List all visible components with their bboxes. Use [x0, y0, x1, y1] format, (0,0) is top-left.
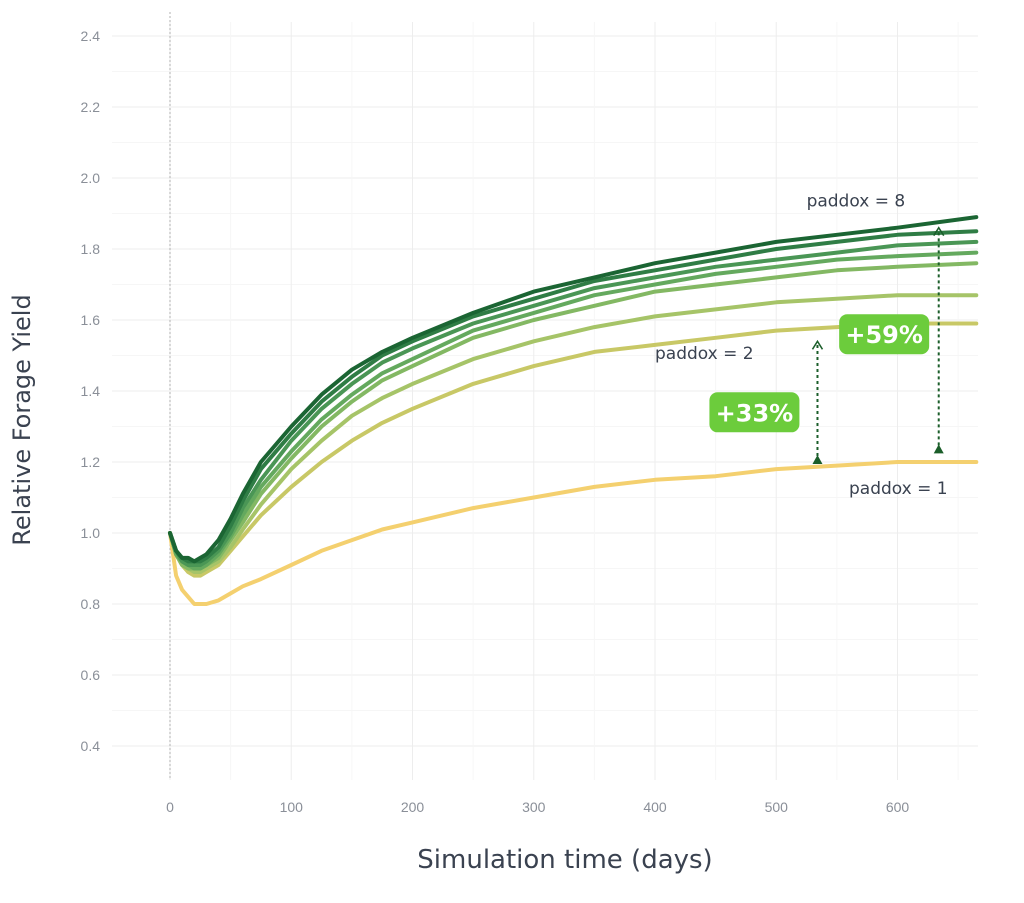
series-line	[168, 460, 979, 606]
series-line	[168, 250, 979, 571]
series-line	[168, 215, 979, 564]
y-tick-label: 1.4	[81, 383, 101, 399]
line-annotation: paddox = 8	[807, 191, 906, 211]
x-tick-labels: 0 100 200 300 400 500 600	[166, 799, 909, 815]
line-annotations: paddox = 8 paddox = 2 paddox = 1	[655, 191, 948, 499]
y-tick-label: 2.2	[81, 99, 101, 115]
y-tick-label: 1.0	[81, 525, 101, 541]
series-line	[168, 239, 979, 567]
y-tick-label: 2.4	[81, 28, 101, 44]
y-tick-label: 0.6	[81, 667, 101, 683]
x-tick-label: 500	[765, 799, 789, 815]
series-lines	[168, 215, 979, 606]
arrow-head	[933, 226, 945, 237]
y-tick-label: 1.8	[81, 241, 101, 257]
series-line	[168, 321, 979, 578]
x-tick-label: 200	[401, 799, 425, 815]
percentage-badges: +33% +59%	[709, 314, 930, 433]
percent-badge-label: +59%	[845, 321, 923, 349]
grid-lines	[112, 22, 978, 780]
arrow-base-marker	[933, 444, 944, 454]
line-annotation: paddox = 1	[849, 479, 948, 499]
difference-arrows	[811, 226, 945, 464]
arrow-head	[811, 339, 824, 350]
x-tick-label: 400	[643, 799, 667, 815]
percent-badge	[839, 314, 930, 355]
x-axis-title: Simulation time (days)	[417, 845, 712, 875]
x-tick-label: 300	[522, 799, 546, 815]
percent-badge	[709, 392, 800, 433]
y-tick-label: 0.8	[81, 596, 101, 612]
series-line	[168, 293, 979, 574]
x-tick-label: 100	[280, 799, 304, 815]
y-tick-label: 0.4	[81, 738, 101, 754]
y-tick-label: 1.2	[81, 454, 101, 470]
x-tick-label: 600	[886, 799, 910, 815]
percent-badge-label: +33%	[716, 399, 794, 427]
y-axis-title: Relative Forage Yield	[8, 294, 36, 545]
y-tick-labels: 0.4 0.6 0.8 1.0 1.2 1.4 1.6 1.8 2.0 2.2 2.4	[81, 28, 101, 754]
y-tick-label: 1.6	[81, 312, 101, 328]
arrow-base-marker	[812, 455, 823, 464]
x-tick-label: 0	[166, 799, 174, 815]
y-tick-label: 2.0	[81, 170, 101, 186]
line-annotation: paddox = 2	[655, 344, 754, 364]
